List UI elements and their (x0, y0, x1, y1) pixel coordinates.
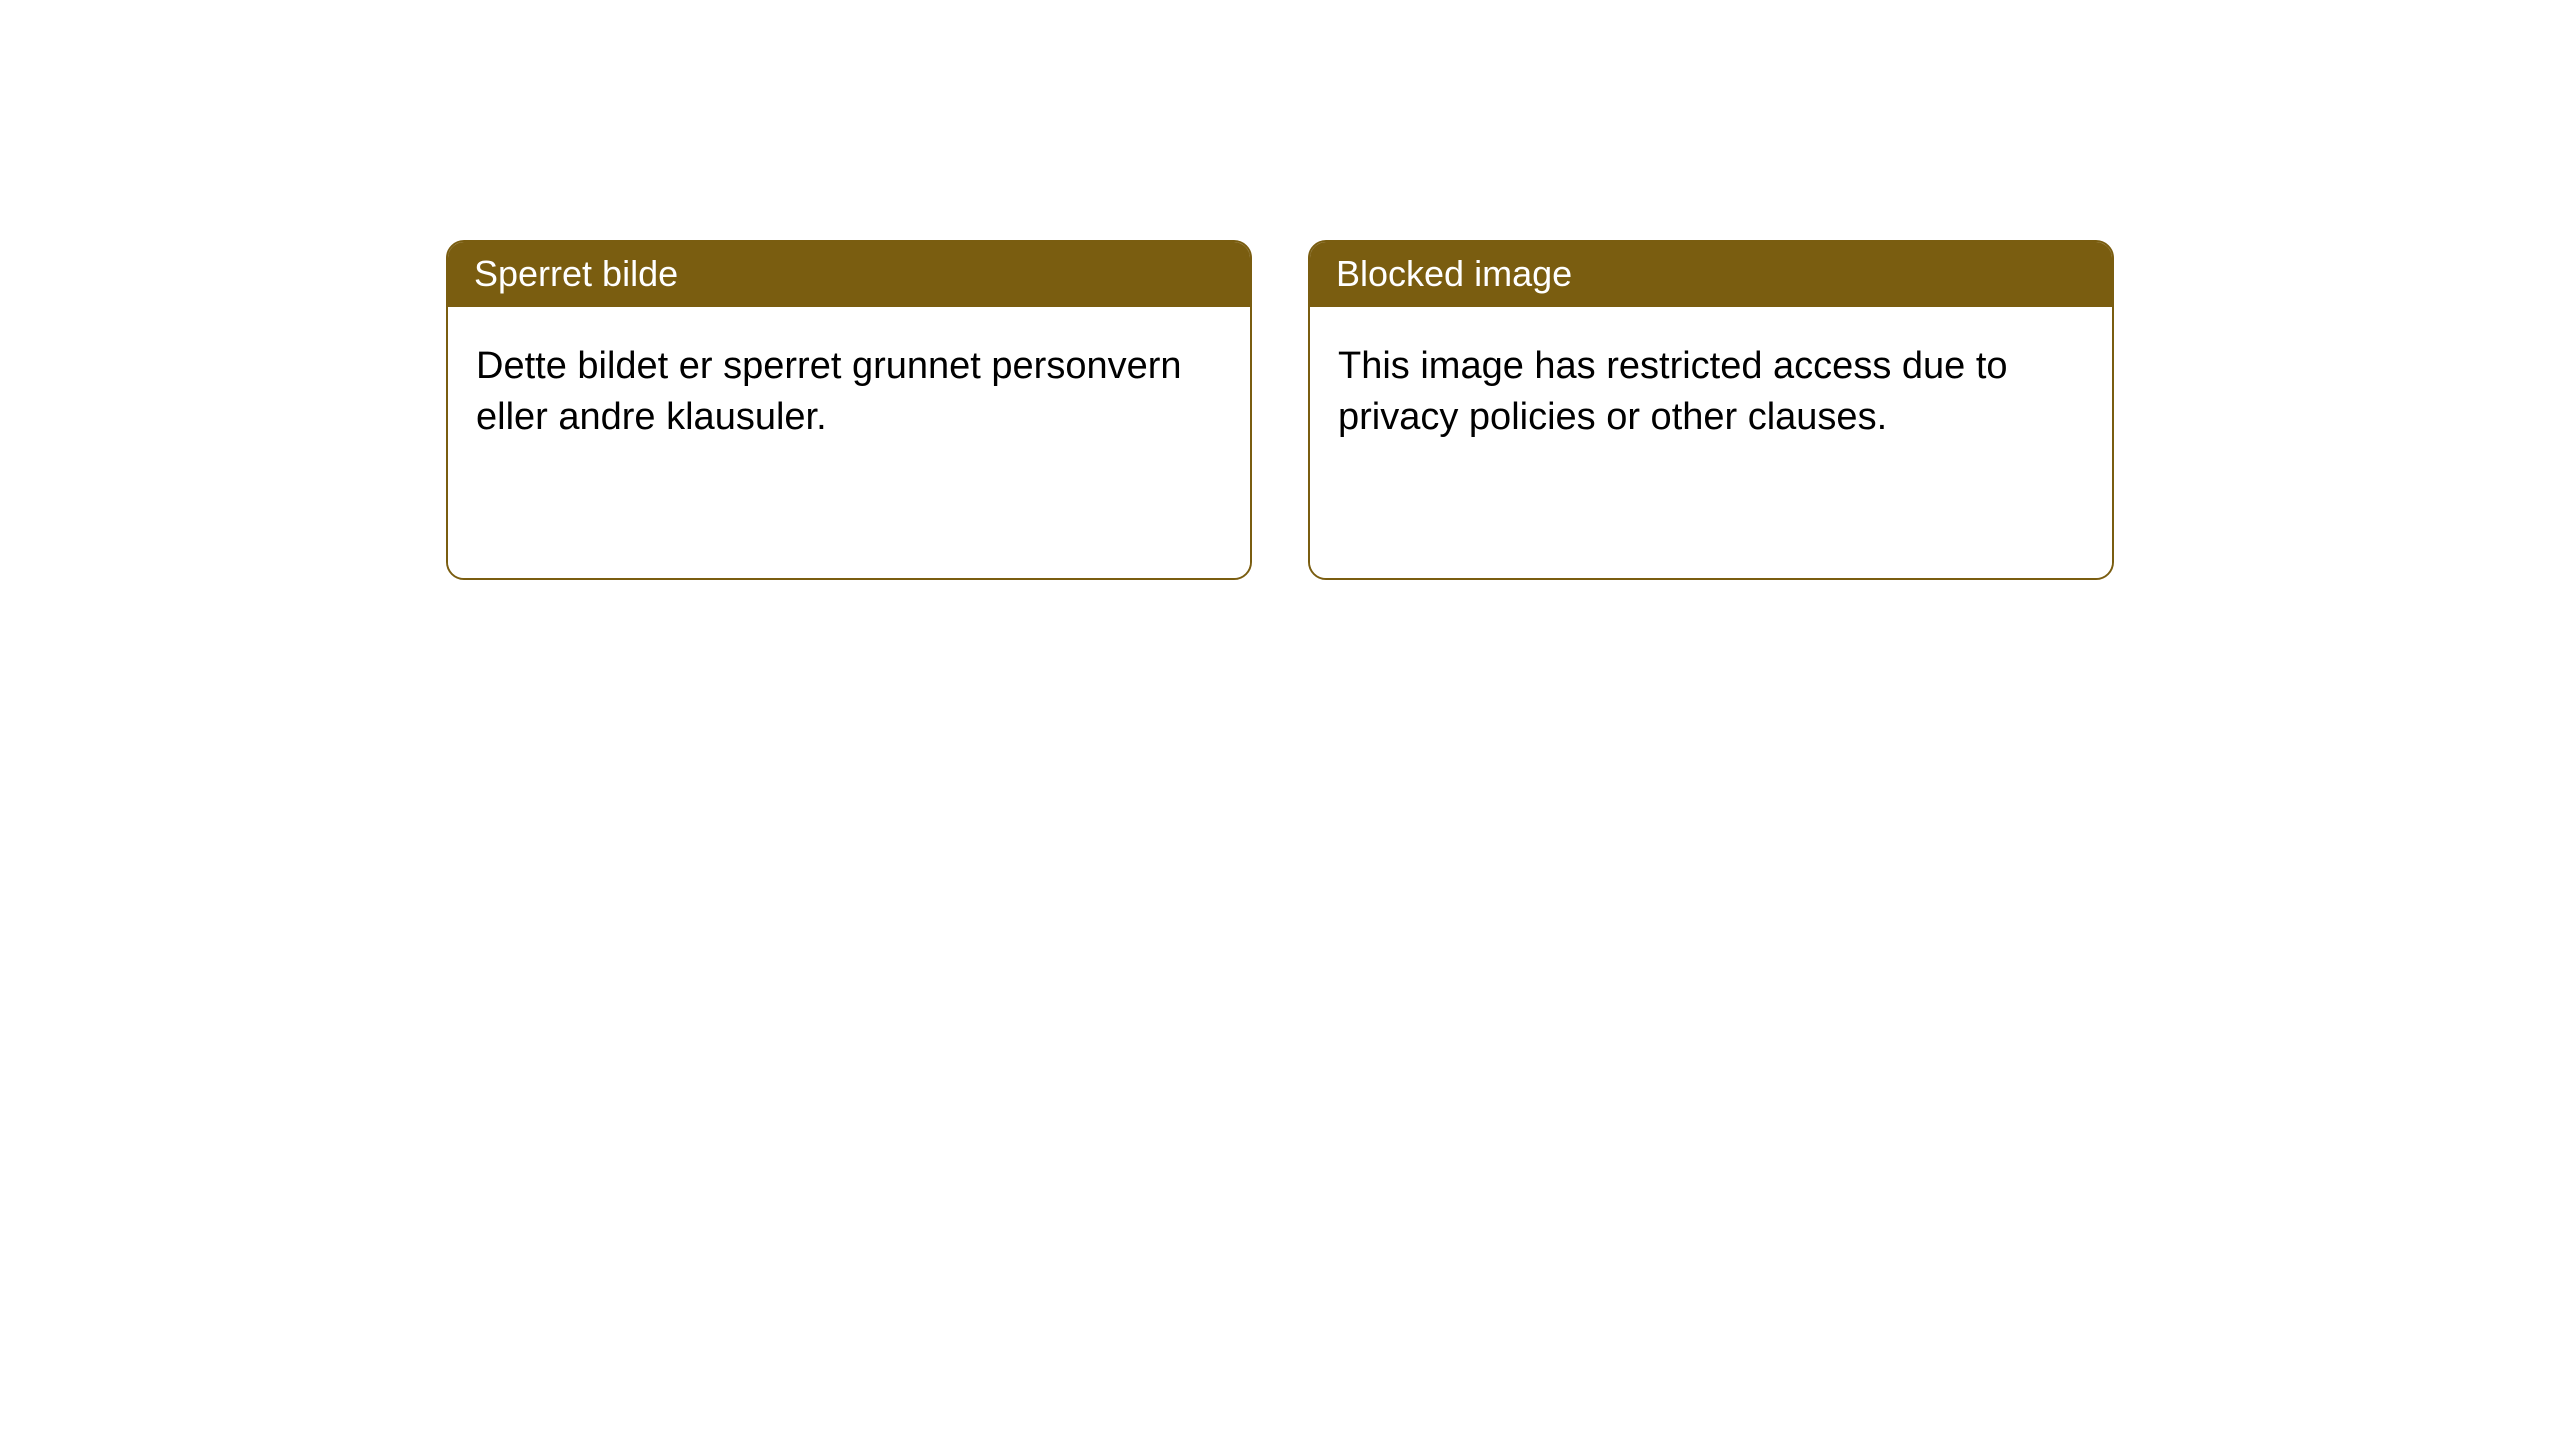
blocked-image-card-en: Blocked image This image has restricted … (1308, 240, 2114, 580)
card-body-no: Dette bildet er sperret grunnet personve… (448, 307, 1250, 578)
card-title-en: Blocked image (1310, 242, 2112, 307)
notice-cards-row: Sperret bilde Dette bildet er sperret gr… (446, 240, 2114, 580)
card-title-no: Sperret bilde (448, 242, 1250, 307)
card-body-en: This image has restricted access due to … (1310, 307, 2112, 578)
blocked-image-card-no: Sperret bilde Dette bildet er sperret gr… (446, 240, 1252, 580)
